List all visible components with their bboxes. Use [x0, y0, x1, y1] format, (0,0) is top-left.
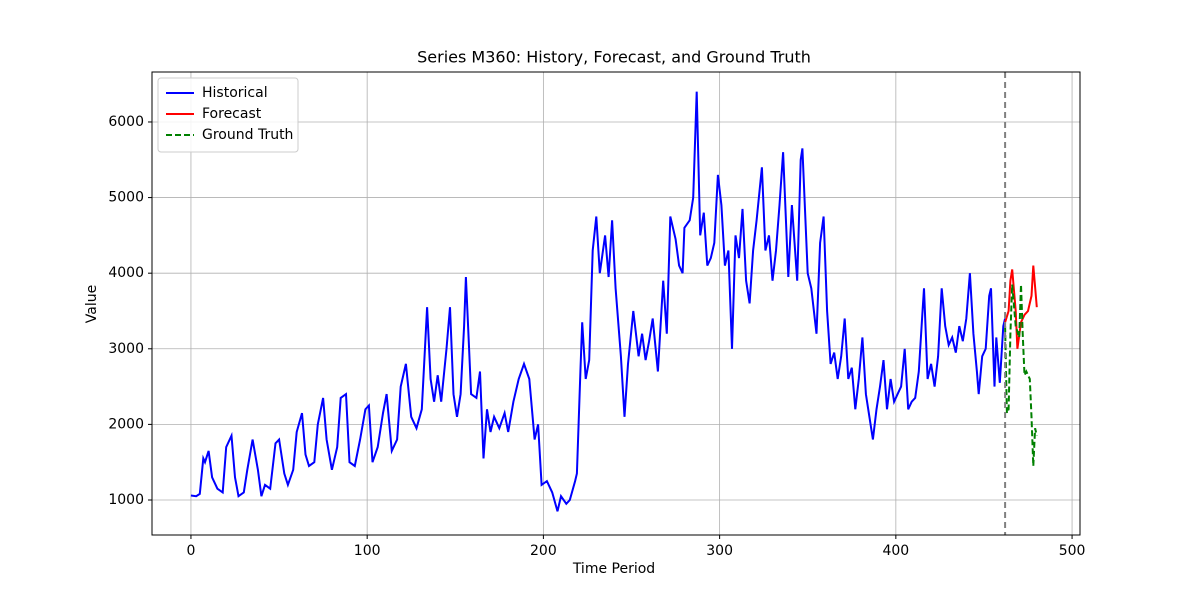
legend-label: Ground Truth: [202, 127, 293, 143]
y-axis-label: Value: [84, 285, 100, 323]
legend-box: [157, 77, 299, 153]
chart-title: Series M360: History, Forecast, and Grou…: [417, 48, 811, 67]
x-tick-label: 100: [354, 543, 381, 559]
legend-label: Forecast: [202, 106, 262, 122]
plot-frame: [151, 71, 1081, 536]
series-line: [190, 91, 1007, 512]
x-tick-label: 200: [530, 543, 557, 559]
x-tick-label: 500: [1059, 543, 1086, 559]
x-tick-label: 300: [706, 543, 733, 559]
y-tick-label: 4000: [108, 265, 144, 281]
y-tick-label: 5000: [108, 190, 144, 206]
legend-label: Historical: [202, 85, 268, 101]
y-tick-label: 1000: [108, 492, 144, 508]
y-tick-label: 2000: [108, 416, 144, 432]
x-tick-label: 400: [882, 543, 909, 559]
y-tick-label: 6000: [108, 114, 144, 130]
series-line: [1004, 284, 1038, 467]
x-tick-label: 0: [186, 543, 195, 559]
y-tick-label: 3000: [108, 341, 144, 357]
x-axis-label: Time Period: [572, 561, 655, 577]
